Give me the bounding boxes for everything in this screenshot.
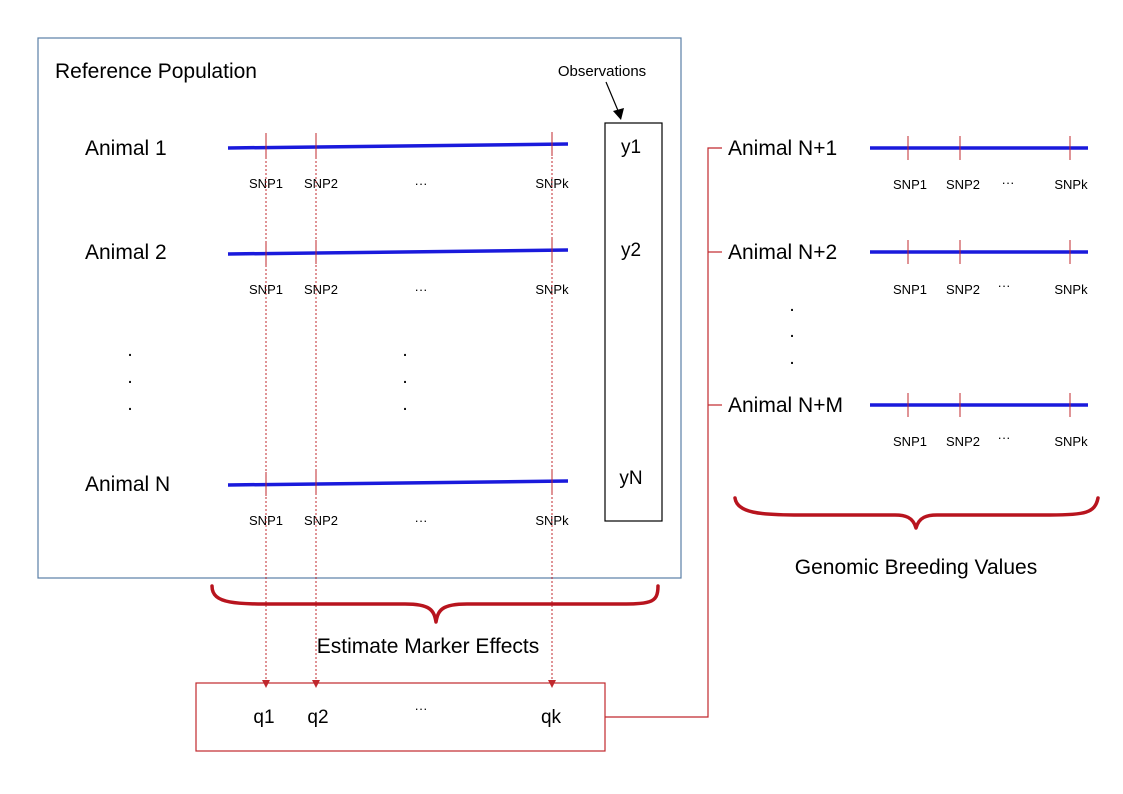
reference-animal-row-1: Animal 1 y1 SNP1 SNP2 ··· SNPk — [85, 137, 641, 191]
snp-label: SNPk — [1054, 282, 1088, 297]
snp-label: SNPk — [1054, 434, 1088, 449]
snp-label: SNP1 — [893, 282, 927, 297]
animal-label: Animal N+M — [728, 394, 843, 417]
observation-value: y2 — [621, 240, 641, 261]
snp-label: SNP1 — [893, 434, 927, 449]
candidate-animal-row-m: Animal N+M SNP1 SNP2 ··· SNPk — [728, 394, 1088, 449]
snp-label: SNP2 — [946, 177, 980, 192]
snp-label: SNP1 — [893, 177, 927, 192]
snp-label: SNP1 — [249, 513, 283, 528]
svg-text:.: . — [402, 367, 407, 388]
reference-animal-row-2: Animal 2 y2 SNP1 SNP2 ··· SNPk — [85, 240, 641, 297]
animal-label: Animal N+2 — [728, 241, 837, 264]
marker-drop-lines — [265, 133, 553, 680]
svg-text:.: . — [127, 394, 132, 415]
observations-arrow — [605, 81, 620, 114]
snp-label: SNP2 — [946, 282, 980, 297]
animal-label: Animal 1 — [85, 137, 167, 160]
gebv-brace — [733, 496, 1100, 530]
genomic-breeding-values-label: Genomic Breeding Values — [795, 556, 1037, 579]
chromosome-line — [227, 479, 569, 487]
candidate-animal-row-1: Animal N+1 SNP1 SNP2 ··· SNPk — [728, 137, 1088, 192]
reference-population-title: Reference Population — [55, 60, 257, 83]
effect-value: q1 — [253, 707, 274, 728]
svg-text:.: . — [789, 348, 794, 369]
effect-value: q2 — [307, 707, 328, 728]
marker-drop-arrowheads — [262, 680, 556, 688]
snp-ellipsis: ··· — [415, 176, 428, 191]
snp-label: SNP2 — [304, 513, 338, 528]
reference-animal-row-n: Animal N yN SNP1 SNP2 ··· SNPk — [85, 468, 643, 528]
candidate-vertical-dots: . . . — [789, 295, 794, 369]
candidate-animal-row-2: Animal N+2 SNP1 SNP2 ··· SNPk — [728, 241, 1088, 297]
svg-text:.: . — [402, 340, 407, 361]
estimate-marker-effects-label: Estimate Marker Effects — [317, 635, 540, 658]
snp-marker-ticks — [265, 132, 1071, 496]
effect-value: qk — [541, 707, 562, 728]
reference-vertical-dots-middle: . . . — [402, 340, 407, 415]
reference-population-box — [37, 37, 682, 579]
svg-text:.: . — [127, 367, 132, 388]
snp-label: SNPk — [1054, 177, 1088, 192]
reference-vertical-dots-left: . . . — [127, 340, 132, 415]
animal-label: Animal 2 — [85, 241, 167, 264]
svg-text:.: . — [127, 340, 132, 361]
snp-ellipsis: ··· — [1002, 175, 1015, 190]
snp-label: SNP2 — [304, 282, 338, 297]
snp-label: SNPk — [535, 176, 569, 191]
effect-ellipsis: ··· — [415, 701, 428, 716]
snp-ellipsis: ··· — [998, 278, 1011, 293]
snp-ellipsis: ··· — [415, 282, 428, 297]
chromosome-line — [227, 248, 569, 256]
observations-arrowhead — [613, 108, 624, 120]
svg-text:.: . — [789, 321, 794, 342]
snp-label: SNP2 — [946, 434, 980, 449]
effects-connector — [605, 147, 722, 718]
observations-box — [604, 122, 663, 522]
animal-label: Animal N+1 — [728, 137, 837, 160]
chromosome-line — [227, 142, 569, 150]
snp-label: SNP1 — [249, 176, 283, 191]
estimate-brace — [210, 584, 660, 624]
snp-label: SNP2 — [304, 176, 338, 191]
snp-ellipsis: ··· — [415, 513, 428, 528]
observations-label: Observations — [558, 63, 646, 80]
svg-text:.: . — [789, 295, 794, 316]
snp-ellipsis: ··· — [998, 430, 1011, 445]
observation-value: y1 — [621, 137, 641, 158]
observation-value: yN — [619, 468, 642, 489]
svg-text:.: . — [402, 394, 407, 415]
snp-label: SNPk — [535, 513, 569, 528]
animal-label: Animal N — [85, 473, 170, 496]
